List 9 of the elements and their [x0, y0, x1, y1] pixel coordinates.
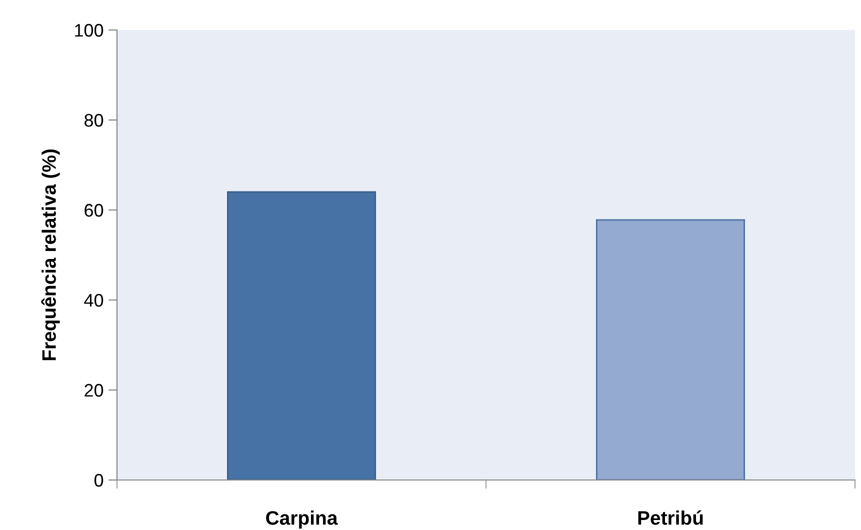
- y-tick-label: 20: [84, 384, 104, 397]
- y-tick-label: 80: [84, 114, 104, 127]
- y-tick-label: 0: [94, 474, 104, 487]
- x-tick-label: Carpina: [266, 510, 338, 529]
- y-tick-label: 100: [75, 24, 104, 37]
- y-axis-title: Frequência relativa (%): [41, 150, 60, 360]
- x-tick-label: Petribú: [638, 510, 703, 525]
- y-tick-label: 60: [84, 204, 104, 217]
- y-tick-label: 40: [84, 294, 104, 307]
